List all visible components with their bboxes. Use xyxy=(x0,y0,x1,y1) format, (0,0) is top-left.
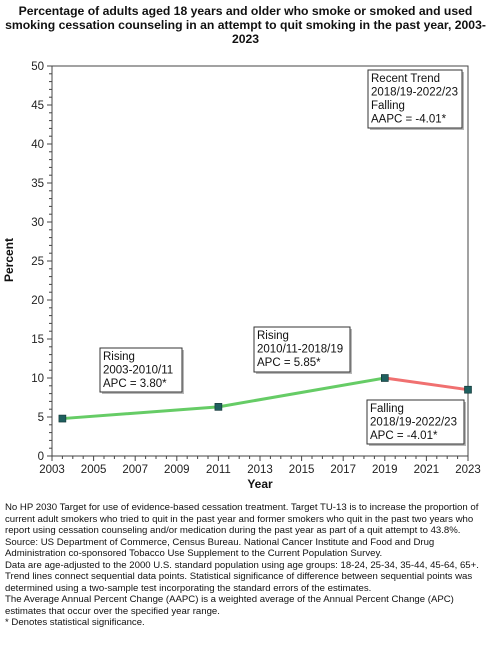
x-tick-label: 2015 xyxy=(289,464,315,476)
trend-line-2 xyxy=(384,376,469,392)
annotation-text: 2003-2010/11 xyxy=(103,365,173,377)
y-tick-label: 50 xyxy=(31,61,44,73)
x-tick-label: 2019 xyxy=(372,464,398,476)
annotation-text: Falling xyxy=(370,403,404,415)
x-tick-label: 2021 xyxy=(414,464,440,476)
y-tick-label: 10 xyxy=(31,373,44,385)
y-tick-label: 30 xyxy=(31,217,44,229)
y-tick-label: 35 xyxy=(31,178,44,190)
annotation-text: 2010/11-2018/19 xyxy=(257,344,343,356)
footnote-2: Source: US Department of Commerce, Censu… xyxy=(5,536,435,560)
annotation-box xyxy=(99,347,183,393)
x-axis-title: Year xyxy=(247,477,273,491)
data-point-marker[interactable] xyxy=(58,414,67,423)
annotation-text: Falling xyxy=(371,100,405,112)
footnotes: No HP 2030 Target for use of evidence-ba… xyxy=(5,502,488,629)
annotation-box xyxy=(366,399,465,445)
annotation-text: AAPC = -4.01* xyxy=(371,114,447,126)
annotation-text: Recent Trend xyxy=(371,73,440,85)
annotation-text: Rising xyxy=(257,330,289,342)
y-axis-title: Percent xyxy=(2,238,16,282)
annotation-text: APC = 3.80* xyxy=(103,378,167,390)
y-axis: 0 5 10 15 20 25 30 35 40 45 50 xyxy=(31,61,52,463)
y-tick-label: 15 xyxy=(31,334,44,346)
annotation-box xyxy=(253,326,351,373)
annotation-text: Rising xyxy=(103,351,135,363)
x-tick-label: 2017 xyxy=(330,464,356,476)
annotation-text: APC = -4.01* xyxy=(370,430,438,442)
footnote-6: * Denotes statistical significance. xyxy=(5,617,145,628)
x-tick-label: 2013 xyxy=(247,464,273,476)
y-tick-label: 20 xyxy=(31,295,44,307)
data-point-marker[interactable] xyxy=(464,385,472,394)
y-tick-label: 0 xyxy=(38,451,44,463)
x-tick-label: 2011 xyxy=(206,464,231,476)
y-tick-label: 45 xyxy=(31,100,44,112)
x-axis: 2003 2005 2007 2009 2011 2013 2015 2017 2019 2021… xyxy=(39,456,481,476)
chart-title: Percentage of adults aged 18 years and o… xyxy=(5,4,486,46)
y-tick-label: 5 xyxy=(38,412,44,424)
annotation-box xyxy=(367,69,463,129)
x-tick-label: 2003 xyxy=(39,464,65,476)
y-tick-label: 40 xyxy=(31,139,44,151)
annotation-text: 2018/19-2022/23 xyxy=(371,87,458,99)
footnote-3: Data are age-adjusted to the 2000 U.S. s… xyxy=(5,559,479,571)
annotation-text: 2018/19-2022/23 xyxy=(370,417,457,429)
data-point-marker[interactable] xyxy=(380,374,389,382)
x-tick-label: 2009 xyxy=(164,464,190,476)
footnote-4: Trend lines connect sequential data poin… xyxy=(5,571,473,594)
y-tick-label: 25 xyxy=(31,256,44,268)
x-tick-label: 2005 xyxy=(81,464,107,476)
line-chart: 0 5 10 15 20 25 30 35 40 45 50 2003 2005 2007 2009 201… xyxy=(2,61,481,491)
annotation-text: APC = 5.85* xyxy=(257,357,321,369)
marker-layer xyxy=(58,374,472,423)
footnote-5: The Average Annual Percent Change (AAPC)… xyxy=(5,594,454,617)
x-tick-label: 2007 xyxy=(122,464,148,476)
footnote-1: No HP 2030 Target for use of evidence-ba… xyxy=(5,502,479,536)
data-point-marker[interactable] xyxy=(214,403,223,411)
x-tick-label: 2023 xyxy=(455,464,481,476)
